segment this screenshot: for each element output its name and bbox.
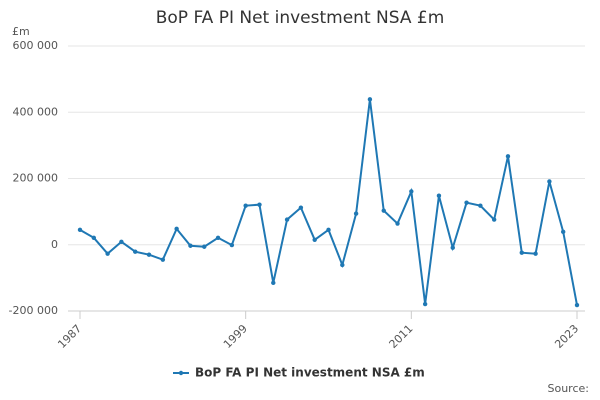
point <box>560 229 566 235</box>
point <box>312 237 317 242</box>
point <box>271 280 276 286</box>
x-tick-label: 2011 <box>387 322 416 351</box>
point <box>243 203 248 208</box>
point <box>119 239 124 244</box>
point <box>547 179 552 184</box>
series-line <box>79 99 578 306</box>
point <box>160 257 166 262</box>
point <box>409 189 414 194</box>
chart-title: BoP FA PI Net investment NSA £m <box>156 8 445 28</box>
point <box>574 302 580 308</box>
point <box>298 205 304 210</box>
y-unit: £m <box>12 25 30 38</box>
point <box>105 251 110 256</box>
point <box>533 251 538 256</box>
point <box>505 154 511 159</box>
point <box>519 250 524 255</box>
point <box>133 249 138 254</box>
point <box>174 226 179 232</box>
x-tick-label: 2023 <box>552 322 581 351</box>
point <box>491 217 497 222</box>
point <box>188 243 193 248</box>
x-tick-label: 1999 <box>221 322 250 351</box>
point <box>436 193 442 198</box>
point <box>367 97 373 102</box>
point <box>340 262 345 268</box>
point <box>257 202 262 207</box>
point <box>284 217 290 222</box>
point <box>450 245 455 250</box>
y-tick-label: -200 000 <box>9 304 58 317</box>
x-tick-label: 1987 <box>55 322 84 351</box>
point <box>326 227 331 233</box>
point <box>353 211 359 216</box>
point <box>381 208 386 213</box>
point <box>91 235 97 240</box>
y-tick-label: 400 000 <box>13 105 59 118</box>
point <box>202 244 207 249</box>
point <box>464 200 469 205</box>
y-tick-label: 200 000 <box>13 172 59 185</box>
point <box>422 301 428 307</box>
point <box>215 235 221 240</box>
point <box>229 242 235 248</box>
point <box>146 252 152 257</box>
legend-label: BoP FA PI Net investment NSA £m <box>195 366 425 380</box>
point <box>77 227 83 233</box>
y-tick-label: 0 <box>51 238 58 251</box>
y-tick-label: 600 000 <box>13 39 59 52</box>
point <box>478 203 483 208</box>
source: Source: <box>548 382 590 395</box>
legend-marker <box>178 370 184 376</box>
point <box>395 221 400 226</box>
